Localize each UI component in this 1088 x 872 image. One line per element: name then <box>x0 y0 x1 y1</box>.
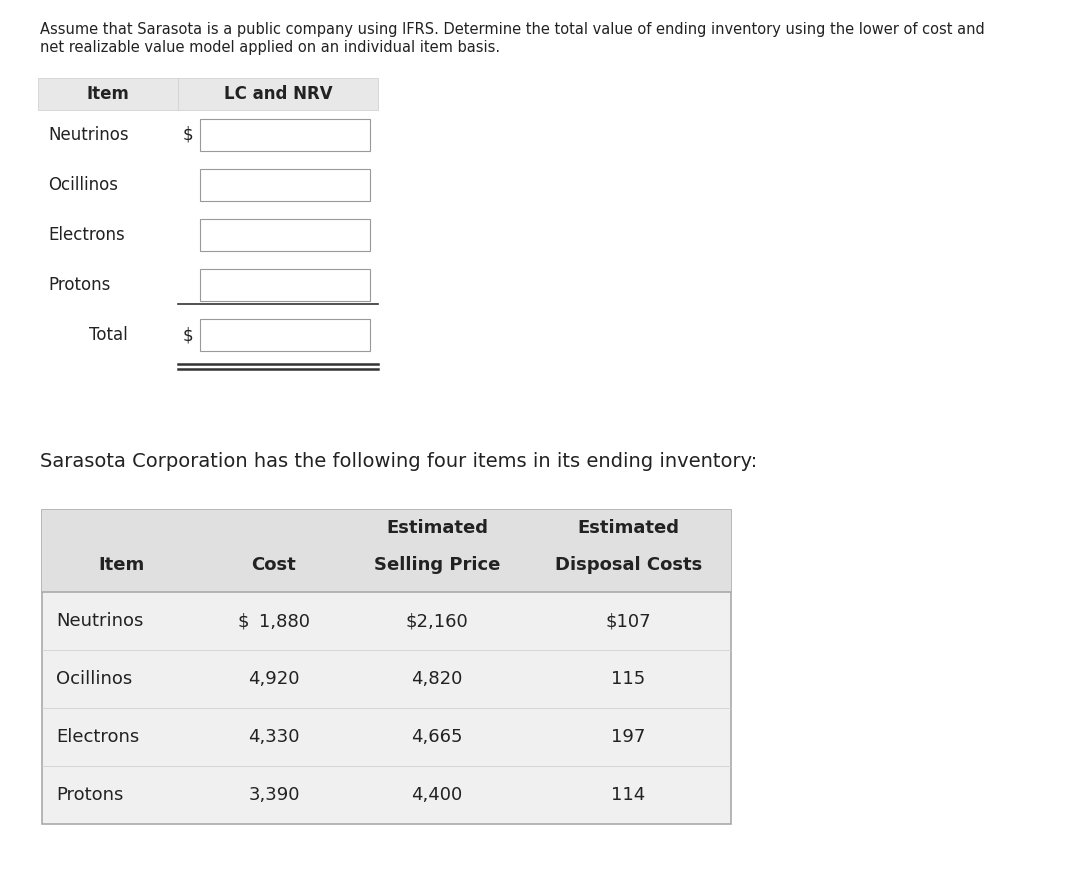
Text: 4,330: 4,330 <box>248 728 300 746</box>
Text: Total: Total <box>88 326 127 344</box>
Text: 4,665: 4,665 <box>411 728 462 746</box>
FancyBboxPatch shape <box>42 510 731 592</box>
Text: Assume that Sarasota is a public company using IFRS. Determine the total value o: Assume that Sarasota is a public company… <box>40 22 985 37</box>
Text: Ocillinos: Ocillinos <box>48 176 118 194</box>
Text: Disposal Costs: Disposal Costs <box>555 556 702 574</box>
Text: Cost: Cost <box>251 556 296 574</box>
Text: 197: 197 <box>611 728 645 746</box>
Text: Estimated: Estimated <box>386 519 489 537</box>
Text: $2,160: $2,160 <box>406 612 468 630</box>
FancyBboxPatch shape <box>42 510 731 824</box>
Text: 115: 115 <box>611 670 645 688</box>
Text: Ocillinos: Ocillinos <box>55 670 133 688</box>
Text: Protons: Protons <box>55 786 123 804</box>
Text: Electrons: Electrons <box>55 728 139 746</box>
FancyBboxPatch shape <box>200 269 370 301</box>
Text: 4,400: 4,400 <box>411 786 462 804</box>
Text: 4,920: 4,920 <box>248 670 300 688</box>
Text: Protons: Protons <box>48 276 110 294</box>
Text: $: $ <box>183 126 194 144</box>
Text: Selling Price: Selling Price <box>374 556 500 574</box>
Text: Sarasota Corporation has the following four items in its ending inventory:: Sarasota Corporation has the following f… <box>40 452 757 471</box>
FancyBboxPatch shape <box>200 119 370 151</box>
Text: Item: Item <box>98 556 144 574</box>
Text: $: $ <box>183 326 194 344</box>
Text: $  1,880: $ 1,880 <box>238 612 310 630</box>
FancyBboxPatch shape <box>200 169 370 201</box>
Text: 4,820: 4,820 <box>411 670 462 688</box>
Text: Neutrinos: Neutrinos <box>48 126 128 144</box>
Text: Electrons: Electrons <box>48 226 125 244</box>
Text: Estimated: Estimated <box>578 519 680 537</box>
Text: net realizable value model applied on an individual item basis.: net realizable value model applied on an… <box>40 40 500 55</box>
FancyBboxPatch shape <box>200 219 370 251</box>
Text: Item: Item <box>87 85 129 103</box>
Text: $107: $107 <box>606 612 652 630</box>
FancyBboxPatch shape <box>38 78 378 110</box>
Text: 3,390: 3,390 <box>248 786 300 804</box>
Text: 114: 114 <box>611 786 645 804</box>
Text: Neutrinos: Neutrinos <box>55 612 144 630</box>
FancyBboxPatch shape <box>200 319 370 351</box>
Text: LC and NRV: LC and NRV <box>224 85 332 103</box>
